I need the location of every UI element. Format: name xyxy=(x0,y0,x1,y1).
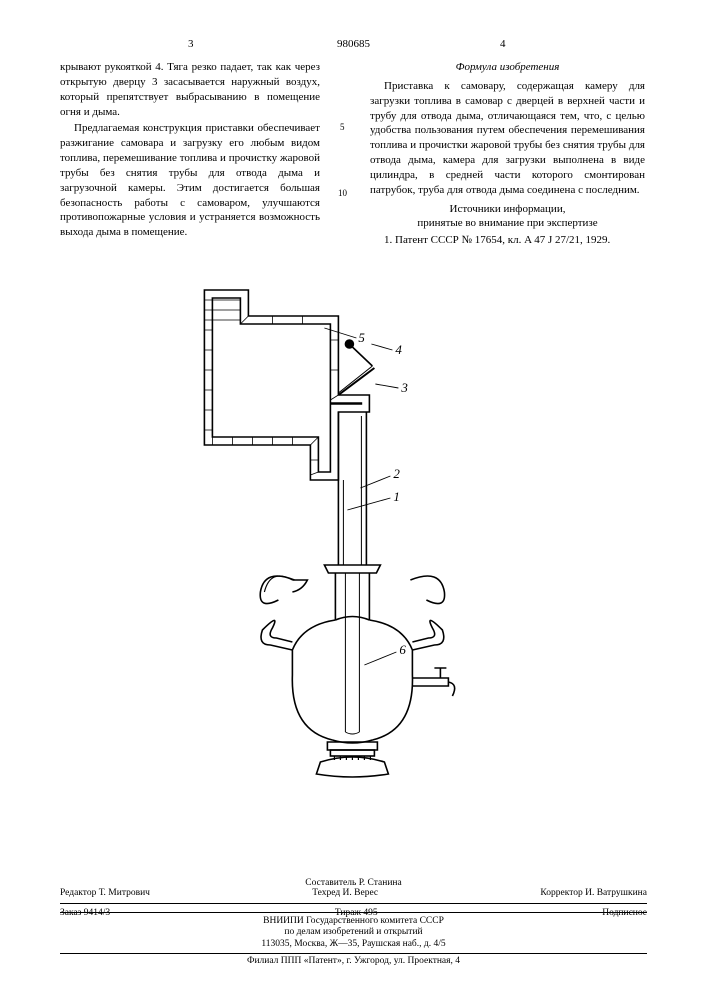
footer-credits-row: Редактор Т. Митрович Техред И. Верес Кор… xyxy=(60,888,647,904)
formula-title: Формула изобретения xyxy=(370,60,645,75)
line-marker-10: 10 xyxy=(338,188,347,198)
figure-samovar: 5 4 3 2 1 6 xyxy=(0,280,707,790)
figure-label-2: 2 xyxy=(393,466,400,481)
figure-label-1: 1 xyxy=(393,489,400,504)
samovar-body xyxy=(260,565,454,777)
footer-editor: Редактор Т. Митрович xyxy=(60,888,150,900)
loading-chamber xyxy=(338,412,366,565)
footer-corrector: Корректор И. Ватрушкина xyxy=(540,888,647,900)
left-para-1: крывают рукояткой 4. Тяга резко падает, … xyxy=(60,60,320,119)
figure-label-3: 3 xyxy=(400,380,408,395)
figure-label-4: 4 xyxy=(395,342,402,357)
footer-org2: по делам изобретений и открытий xyxy=(60,927,647,939)
sources-title: Источники информации, xyxy=(370,202,645,217)
door-assembly xyxy=(338,340,374,395)
footer-org1: ВНИИПИ Государственного комитета СССР xyxy=(60,916,647,928)
document-number: 980685 xyxy=(337,38,370,50)
page-number-left: 3 xyxy=(188,38,194,50)
page-number-right: 4 xyxy=(500,38,506,50)
line-marker-5: 5 xyxy=(340,122,345,132)
samovar-tap xyxy=(412,668,454,696)
smoke-pipe xyxy=(204,290,369,480)
figure-label-5: 5 xyxy=(358,330,365,345)
footer-techred: Техред И. Верес xyxy=(312,888,378,900)
sources-subtitle: принятые во внимание при экспертизе xyxy=(370,216,645,231)
footer-addr2: Филиал ППП «Патент», г. Ужгород, ул. Про… xyxy=(60,953,647,968)
text-column-right: Формула изобретения Приставка к самовару… xyxy=(370,60,645,248)
right-para-1: Приставка к самовару, содержащая ка­меру… xyxy=(370,79,645,198)
left-para-2: Предлагаемая конструкция приставки обесп… xyxy=(60,121,320,240)
footer-addr1: 113035, Москва, Ж—35, Раушская наб., д. … xyxy=(60,939,647,951)
footer-org-block: ВНИИПИ Государственного комитета СССР по… xyxy=(60,912,647,969)
reference-1: 1. Патент СССР № 17654, кл. A 47 J 27/21… xyxy=(370,233,645,248)
figure-label-6: 6 xyxy=(399,642,406,657)
text-column-left: крывают рукояткой 4. Тяга резко падает, … xyxy=(60,60,320,240)
